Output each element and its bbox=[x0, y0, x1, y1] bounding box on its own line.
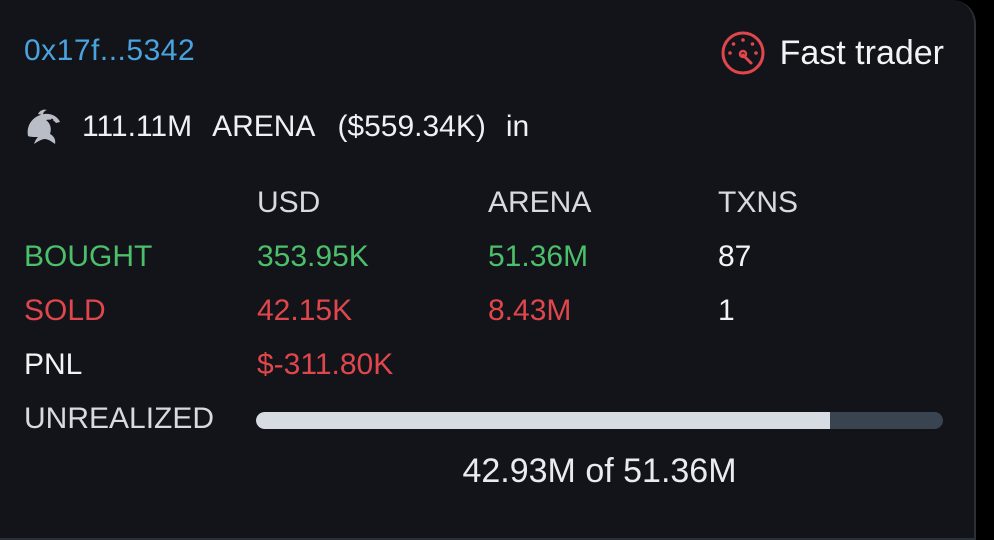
pnl-label: PNL bbox=[24, 348, 83, 381]
pnl-value: $-311.80K bbox=[257, 348, 394, 381]
speedometer-icon bbox=[721, 31, 765, 75]
holding-amount: 111.11M bbox=[82, 110, 193, 143]
badge-label: Fast trader bbox=[779, 33, 944, 72]
bought-usd: 353.95K bbox=[257, 240, 369, 273]
holding-value: ($559.34K) bbox=[337, 110, 486, 143]
header-arena: ARENA bbox=[488, 186, 592, 219]
wallet-address-link[interactable]: 0x17f...5342 bbox=[24, 34, 196, 67]
sold-arena: 8.43M bbox=[488, 294, 572, 327]
holding-token: ARENA bbox=[212, 110, 316, 143]
holding-summary: 111.11M ARENA ($559.34K) in bbox=[22, 106, 529, 148]
trade-stats-table: USD ARENA TXNS BOUGHT 353.95K 51.36M 87 … bbox=[24, 186, 799, 435]
bought-txns: 87 bbox=[718, 240, 752, 273]
unrealized-caption: 42.93M of 51.36M bbox=[462, 452, 737, 490]
sold-txns: 1 bbox=[718, 294, 735, 327]
unrealized-progress-fill bbox=[256, 412, 831, 429]
header-usd: USD bbox=[257, 186, 321, 219]
header-txns: TXNS bbox=[718, 186, 799, 219]
holding-suffix: in bbox=[505, 110, 530, 143]
unrealized-progress-bar bbox=[256, 412, 943, 429]
unrealized-label: UNREALIZED bbox=[24, 402, 215, 435]
sold-usd: 42.15K bbox=[257, 294, 353, 327]
fast-trader-badge: Fast trader bbox=[720, 30, 944, 76]
bought-arena: 51.36M bbox=[488, 240, 589, 273]
bought-label: BOUGHT bbox=[24, 240, 153, 273]
sold-label: SOLD bbox=[24, 294, 106, 327]
dolphin-icon bbox=[27, 109, 60, 144]
